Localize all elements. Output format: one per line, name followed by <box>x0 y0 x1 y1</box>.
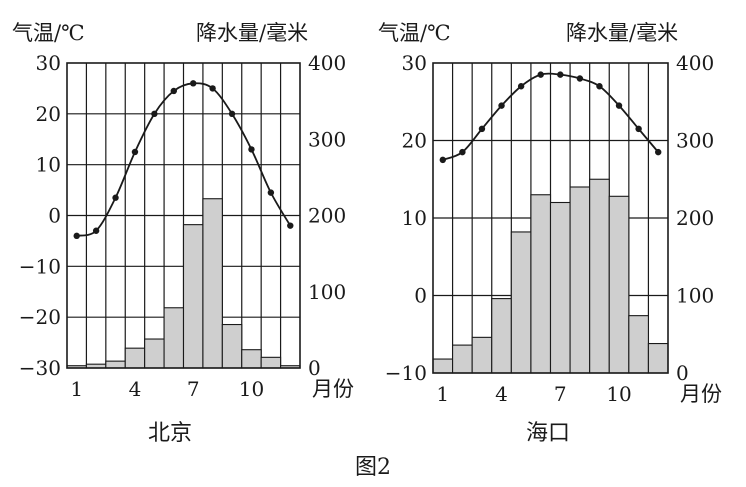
chart-1-month-tick-label: 1 <box>70 377 83 401</box>
chart-2-precip-bar-10 <box>608 195 630 374</box>
chart-2-precip-bar-8 <box>569 186 591 374</box>
chart-1-temp-tick-label: 0 <box>48 204 61 228</box>
chart-1-temp-point-7 <box>190 80 197 87</box>
figure-caption: 图2 <box>355 455 391 480</box>
chart-1-temp-point-6 <box>170 87 177 95</box>
chart-1-temp-point-9 <box>228 110 236 118</box>
chart-1-temp-point-3 <box>112 194 119 201</box>
chart-1-temperature-line <box>76 82 292 237</box>
chart-2-precip-bar-12 <box>647 342 669 374</box>
chart-2-month-tick-label: 4 <box>495 382 508 406</box>
chart-1-temp-tick-label: −30 <box>19 356 61 380</box>
chart-1-temp-point-10 <box>248 146 255 153</box>
chart-2-temp-point-3 <box>478 125 486 133</box>
chart-1-precip-bar-11 <box>260 356 282 369</box>
chart-1-precip-bar-5 <box>144 338 165 369</box>
chart-1-temp-point-1 <box>73 232 80 240</box>
chart-2-temp-point-9 <box>596 83 603 90</box>
chart-1-temp-tick-label: −20 <box>19 305 61 329</box>
chart-1-precip-tick-label: 100 <box>308 280 346 304</box>
chart-2-plot-frame <box>432 62 669 374</box>
chart-1-x-unit-label: 月份 <box>312 377 354 401</box>
chart-2-temp-point-12 <box>655 148 662 156</box>
chart-2-precip-bar-7 <box>549 201 571 374</box>
chart-2-month-tick-label: 7 <box>554 382 567 406</box>
chart-2-temp-point-8 <box>576 75 584 82</box>
chart-2-temp-point-4 <box>498 102 505 109</box>
chart-2-precip-bar-5 <box>510 231 532 374</box>
chart-2-temp-tick-label: −10 <box>385 361 427 385</box>
chart-1-temp-point-11 <box>267 189 275 196</box>
chart-1-plot-frame <box>66 62 301 369</box>
chart-2-precip-tick-label: 200 <box>676 206 714 230</box>
chart-1-temp-point-8 <box>209 85 216 92</box>
chart-2-precip-bar-2 <box>452 344 473 374</box>
chart-1-precip-bar-8 <box>202 198 223 369</box>
chart-1-precip-tick-label: 400 <box>308 51 346 75</box>
chart-2-precip-tick-label: 0 <box>676 361 689 385</box>
chart-1-precip-bar-7 <box>182 224 204 369</box>
chart-1-temp-tick-label: 30 <box>36 51 61 75</box>
chart-2-temp-point-6 <box>537 71 544 78</box>
chart-2-month-tick-label: 10 <box>606 382 631 406</box>
chart-2-temp-point-5 <box>517 83 525 90</box>
chart-1-temp-tick-label: 10 <box>36 153 61 177</box>
chart-1-precip-bar-4 <box>124 347 146 369</box>
chart-1-temp-point-2 <box>92 227 100 234</box>
chart-1-precip-bar-10 <box>241 349 262 369</box>
chart-2-precip-tick-label: 100 <box>676 284 714 308</box>
chart-2-temp-tick-label: 20 <box>402 129 427 153</box>
chart-2-precip-bar-9 <box>589 178 610 374</box>
chart-1-temp-point-4 <box>131 148 139 156</box>
chart-1-month-tick-label: 10 <box>239 377 264 401</box>
chart-1-precip-bar-9 <box>221 323 243 369</box>
chart-2-precip-tick-label: 300 <box>676 129 714 153</box>
chart-1-temp-point-12 <box>287 222 294 229</box>
chart-2-precip-bar-6 <box>530 194 552 374</box>
chart-2-month-tick-label: 1 <box>436 382 449 406</box>
chart-1-precip-bar-6 <box>163 307 185 369</box>
chart-2-temp-point-11 <box>635 125 642 133</box>
chart-2-temp-point-2 <box>459 148 466 156</box>
chart-2-precip-tick-label: 400 <box>676 51 714 75</box>
chart-2-temp-point-1 <box>439 156 446 164</box>
chart-1-precip-axis-label: 降水量/毫米 <box>196 21 308 45</box>
chart-2-precip-bar-4 <box>491 298 512 374</box>
chart-2-station-title: 海口 <box>526 421 570 446</box>
chart-1-temp-tick-label: −10 <box>19 254 61 278</box>
chart-2-temp-tick-label: 30 <box>402 51 427 75</box>
chart-1-temp-point-5 <box>151 110 158 118</box>
chart-1-station-title: 北京 <box>148 421 192 446</box>
chart-1-precip-tick-label: 300 <box>308 127 346 151</box>
chart-1-precip-tick-label: 0 <box>308 356 321 380</box>
chart-2-precip-bar-11 <box>628 315 649 374</box>
chart-2-x-unit-label: 月份 <box>680 382 722 406</box>
chart-1-temp-tick-label: 20 <box>36 102 61 126</box>
chart-2-temp-axis-label: 气温/℃ <box>378 21 451 45</box>
chart-1-precip-tick-label: 200 <box>308 204 346 228</box>
chart-1-precip-bar-3 <box>105 360 126 369</box>
chart-1-month-tick-label: 4 <box>129 377 142 401</box>
chart-2-temp-tick-label: 0 <box>414 284 427 308</box>
chart-2-temp-tick-label: 10 <box>402 206 427 230</box>
chart-2-precip-bar-1 <box>432 358 454 374</box>
chart-2-precip-axis-label: 降水量/毫米 <box>566 21 678 45</box>
chart-1-temp-axis-label: 气温/℃ <box>12 21 85 45</box>
chart-1-month-tick-label: 7 <box>187 377 200 401</box>
chart-2-precip-bar-3 <box>471 336 493 374</box>
chart-2-temp-point-7 <box>557 71 564 78</box>
chart-2-temp-point-10 <box>615 102 623 109</box>
